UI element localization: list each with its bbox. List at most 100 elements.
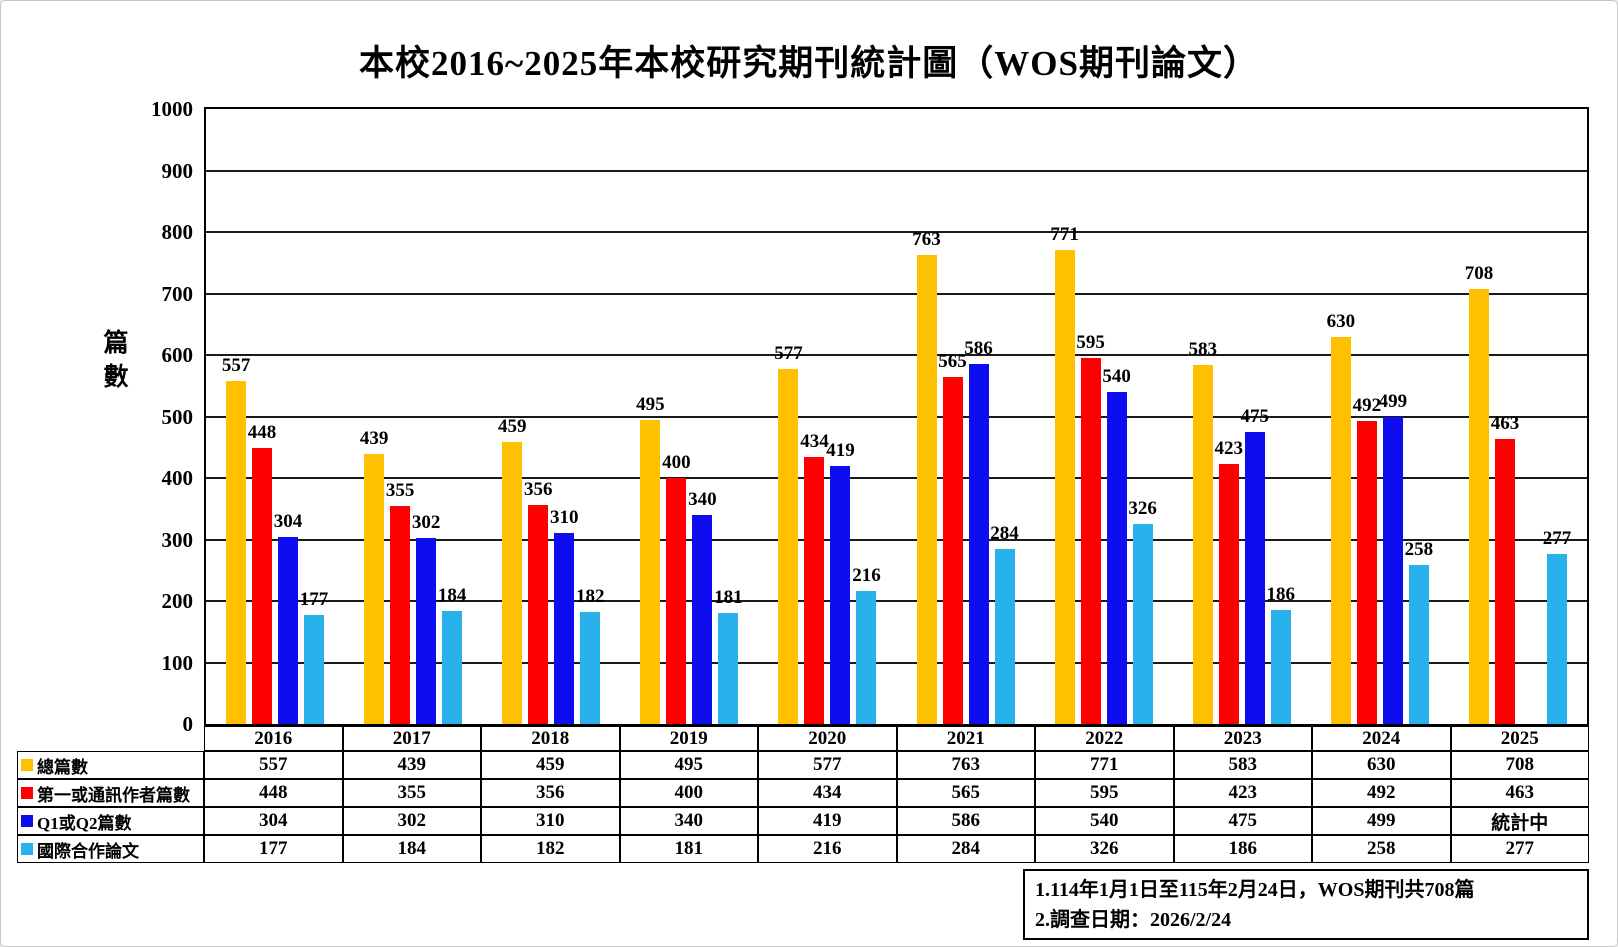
table-value-series3-2016: 304 <box>204 807 343 835</box>
bar-value-label-series1-2022: 771 <box>1050 224 1079 245</box>
legend-row-header-series3: Q1或Q2篇數 <box>17 807 204 835</box>
legend-row-header-series4: 國際合作論文 <box>17 835 204 863</box>
table-value-series1-2022: 771 <box>1035 751 1174 779</box>
y-tick-label-200: 200 <box>161 589 194 613</box>
table-value-series3-2020: 419 <box>758 807 897 835</box>
bar-series3-2019 <box>692 515 713 724</box>
table-value-series3-2024: 499 <box>1312 807 1451 835</box>
bar-series3-2017 <box>416 538 437 724</box>
table-value-series4-2018: 182 <box>481 835 620 863</box>
grid-line-100 <box>206 661 1587 664</box>
year-header-2020: 2020 <box>758 726 897 751</box>
bar-value-label-series1-2025: 708 <box>1464 263 1494 284</box>
bar-series3-2021 <box>968 364 989 724</box>
bar-series3-2024 <box>1382 417 1403 724</box>
table-value-series2-2021: 565 <box>896 779 1035 807</box>
year-header-2019: 2019 <box>619 726 758 751</box>
year-header-2016: 2016 <box>204 726 343 751</box>
y-tick-label-300: 300 <box>161 527 194 552</box>
bar-value-label-series4-2024: 258 <box>1404 539 1434 560</box>
bar-series2-2023 <box>1218 464 1239 724</box>
table-value-series4-2016: 177 <box>204 835 343 863</box>
bar-value-label-series3-2024: 499 <box>1378 391 1408 412</box>
bar-value-label-series2-2017: 355 <box>385 480 415 501</box>
notes-box: 1.114年1月1日至115年2月24日，WOS期刊共708篇 2.調查日期：2… <box>1023 869 1589 940</box>
y-tick-label-700: 700 <box>161 281 194 306</box>
table-value-series2-2020: 434 <box>758 779 897 807</box>
table-value-series4-2019: 181 <box>619 835 758 863</box>
table-value-series4-2017: 184 <box>342 835 481 863</box>
bar-value-label-series1-2016: 557 <box>221 355 251 376</box>
bar-value-label-series2-2024: 492 <box>1352 395 1382 416</box>
table-value-series1-2017: 439 <box>342 751 481 779</box>
grid-line-800 <box>206 231 1587 233</box>
plot-inner: 557 439 459 495 577 763 771 583 630 708 448 355 356 4… <box>206 109 1587 724</box>
legend-swatch-series3 <box>21 815 33 827</box>
table-value-series3-2021: 586 <box>896 807 1035 835</box>
table-value-series2-2025: 463 <box>1450 779 1589 807</box>
legend-row-header-series1: 總篇數 <box>17 751 204 779</box>
table-value-series1-2018: 459 <box>481 751 620 779</box>
table-value-series1-2016: 557 <box>204 751 343 779</box>
table-value-series3-2023: 475 <box>1173 807 1312 835</box>
y-tick-label-500: 500 <box>161 404 194 429</box>
bar-series3-2016 <box>278 537 299 724</box>
year-header-2024: 2024 <box>1312 726 1451 751</box>
y-axis-title: 篇數 <box>100 329 127 397</box>
note-line-1: 1.114年1月1日至115年2月24日，WOS期刊共708篇 <box>1035 879 1475 901</box>
bar-series2-2021 <box>942 377 963 724</box>
grid-line-900 <box>206 169 1587 172</box>
bar-series1-2021 <box>916 255 937 724</box>
bar-series2-2025 <box>1494 439 1515 724</box>
bar-series4-2016 <box>304 615 325 724</box>
table-corner <box>17 726 204 751</box>
bar-value-label-series4-2025: 277 <box>1542 528 1572 549</box>
bar-value-label-series4-2021: 284 <box>990 523 1019 544</box>
plot-area: 557 439 459 495 577 763 771 583 630 708 448 355 356 4… <box>204 107 1589 726</box>
bar-value-label-series3-2021: 586 <box>964 338 993 359</box>
y-tick-label-1000: 1000 <box>151 97 193 121</box>
table-value-series1-2024: 630 <box>1312 751 1451 779</box>
year-header-2021: 2021 <box>896 726 1035 751</box>
bar-series1-2020 <box>778 369 799 724</box>
bar-series2-2016 <box>252 448 273 724</box>
table-value-series1-2021: 763 <box>896 751 1035 779</box>
table-value-series3-2018: 310 <box>481 807 620 835</box>
bar-value-label-series2-2025: 463 <box>1490 413 1520 434</box>
bar-series2-2020 <box>804 457 825 724</box>
note-line-2: 2.調查日期：2026/2/24 <box>1035 909 1232 931</box>
bar-value-label-series3-2022: 540 <box>1102 366 1131 387</box>
table-value-series2-2017: 355 <box>342 779 481 807</box>
bar-value-label-series3-2020: 419 <box>826 440 855 461</box>
table-value-series4-2021: 284 <box>896 835 1035 863</box>
bar-value-label-series2-2018: 356 <box>524 479 553 500</box>
bar-value-label-series4-2020: 216 <box>852 565 881 586</box>
bar-value-label-series1-2019: 495 <box>636 394 665 415</box>
grid-line-200 <box>206 600 1587 602</box>
bar-series4-2023 <box>1270 610 1291 724</box>
bar-series4-2024 <box>1408 565 1429 724</box>
bar-series4-2022 <box>1132 524 1153 724</box>
y-tick-label-100: 100 <box>161 650 194 675</box>
bar-value-label-series3-2023: 475 <box>1240 406 1270 427</box>
bar-value-label-series4-2016: 177 <box>299 589 329 610</box>
table-value-series4-2024: 258 <box>1312 835 1451 863</box>
bar-value-label-series2-2022: 595 <box>1076 332 1105 353</box>
legend-row-header-series2: 第一或通訊作者篇數 <box>17 779 204 807</box>
bar-value-label-series1-2024: 630 <box>1326 311 1356 332</box>
bar-series1-2023 <box>1192 365 1213 724</box>
chart-title: 本校2016~2025年本校研究期刊統計圖（WOS期刊論文） <box>359 44 1259 83</box>
bar-series3-2020 <box>830 466 851 724</box>
bar-series3-2023 <box>1244 432 1265 724</box>
legend-label-series4: 國際合作論文 <box>37 841 139 861</box>
bar-series2-2019 <box>666 478 687 724</box>
bar-series1-2022 <box>1054 250 1075 724</box>
y-tick-label-400: 400 <box>161 466 194 490</box>
bar-value-label-series4-2019: 181 <box>714 587 743 608</box>
legend-label-series3: Q1或Q2篇數 <box>37 813 132 833</box>
year-header-2023: 2023 <box>1173 726 1312 751</box>
table-value-series4-2022: 326 <box>1035 835 1174 863</box>
bar-series4-2017 <box>442 611 463 724</box>
bar-series1-2019 <box>640 420 661 724</box>
